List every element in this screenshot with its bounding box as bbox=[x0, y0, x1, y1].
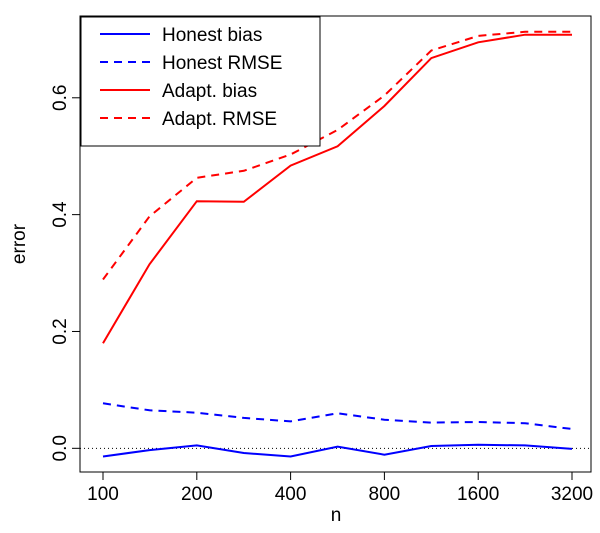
x-axis: 100 200 400 800 1600 3200 bbox=[87, 471, 593, 505]
x-tick-label: 1600 bbox=[457, 484, 499, 505]
y-axis: 0.0 0.2 0.4 0.6 bbox=[50, 85, 81, 462]
legend-label-4: Adapt. RMSE bbox=[162, 109, 277, 130]
series-line-3 bbox=[102, 33, 572, 344]
x-axis-label: n bbox=[331, 505, 342, 526]
x-tick-label: 100 bbox=[87, 484, 119, 505]
legend-label-3: Adapt. bias bbox=[162, 81, 257, 102]
y-tick-label: 0.0 bbox=[50, 435, 71, 461]
y-tick-label: 0.6 bbox=[50, 85, 71, 111]
y-tick-label: 0.2 bbox=[50, 318, 71, 344]
y-axis-label: error bbox=[9, 223, 30, 264]
series-line-4 bbox=[102, 30, 572, 281]
legend-box bbox=[80, 16, 321, 147]
y-tick-label: 0.4 bbox=[50, 201, 71, 228]
legend-label-2: Honest RMSE bbox=[162, 53, 282, 74]
x-tick-label: 3200 bbox=[551, 484, 593, 505]
series-line-2 bbox=[102, 402, 573, 430]
x-tick-label: 200 bbox=[181, 484, 213, 505]
legend-label-1: Honest bias bbox=[162, 25, 262, 46]
series-line-1 bbox=[102, 443, 573, 458]
legend: Honest bias Honest RMSE Adapt. bias Adapt. … bbox=[80, 16, 321, 147]
x-tick-label: 800 bbox=[369, 484, 401, 505]
x-tick-label: 400 bbox=[275, 484, 307, 505]
series-layer bbox=[102, 30, 573, 458]
